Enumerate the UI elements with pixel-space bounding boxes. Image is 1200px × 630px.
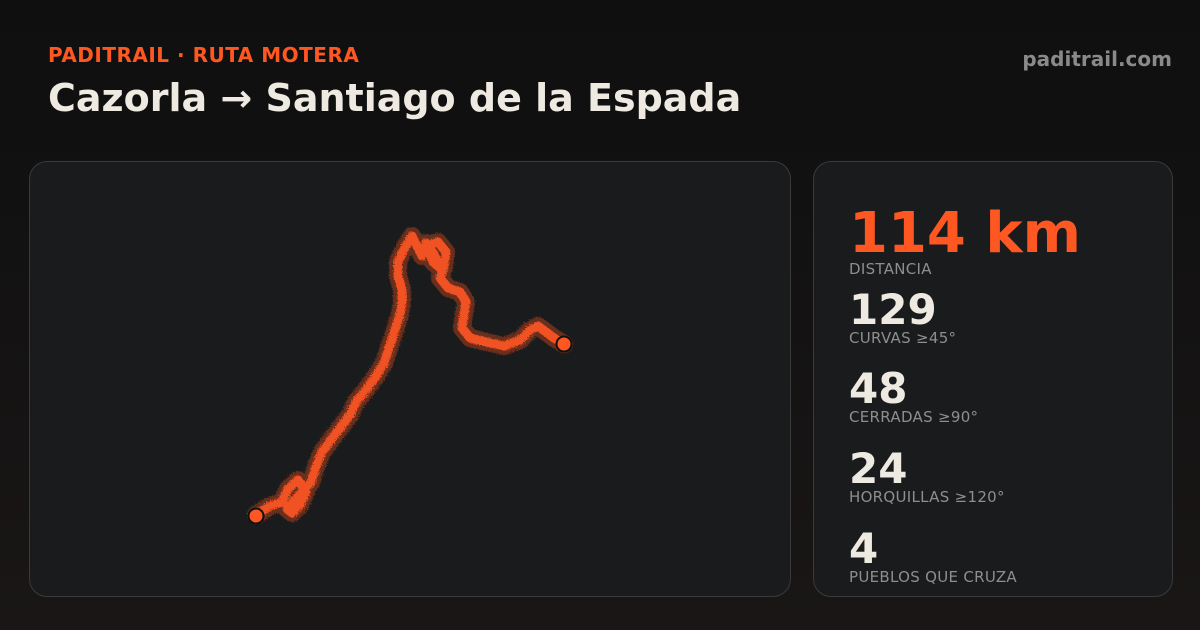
- end-marker-icon: [555, 335, 573, 353]
- stat-distance-label: DISTANCIA: [849, 260, 932, 278]
- stat-closed-curves-label: CERRADAS ≥90°: [849, 408, 979, 426]
- site-link[interactable]: paditrail.com: [1022, 47, 1172, 71]
- stat-curves: 129 CURVAS ≥45°: [849, 289, 956, 346]
- stat-towns: 4 PUEBLOS QUE CRUZA: [849, 528, 1017, 585]
- route-map-canvas: [247, 227, 573, 525]
- start-marker-icon: [247, 507, 265, 525]
- stat-curves-label: CURVAS ≥45°: [849, 329, 957, 347]
- stat-curves-value: 129: [849, 285, 937, 334]
- route-map: [29, 161, 791, 597]
- brand-label: PADITRAIL · RUTA MOTERA: [48, 43, 360, 67]
- stat-closed-curves-value: 48: [849, 364, 908, 413]
- stat-towns-label: PUEBLOS QUE CRUZA: [849, 568, 1017, 586]
- page-title: Cazorla → Santiago de la Espada: [48, 76, 742, 120]
- stat-closed-curves: 48 CERRADAS ≥90°: [849, 368, 978, 425]
- stat-distance: 114 km DISTANCIA: [849, 206, 1081, 277]
- stat-hairpins-label: HORQUILLAS ≥120°: [849, 488, 1005, 506]
- stat-distance-value: 114 km: [849, 201, 1081, 266]
- stat-hairpins-value: 24: [849, 444, 908, 493]
- stat-hairpins: 24 HORQUILLAS ≥120°: [849, 448, 1005, 505]
- route-line: [247, 227, 573, 524]
- stat-towns-value: 4: [849, 524, 879, 573]
- stats-panel: 114 km DISTANCIA 129 CURVAS ≥45° 48 CERR…: [813, 161, 1173, 597]
